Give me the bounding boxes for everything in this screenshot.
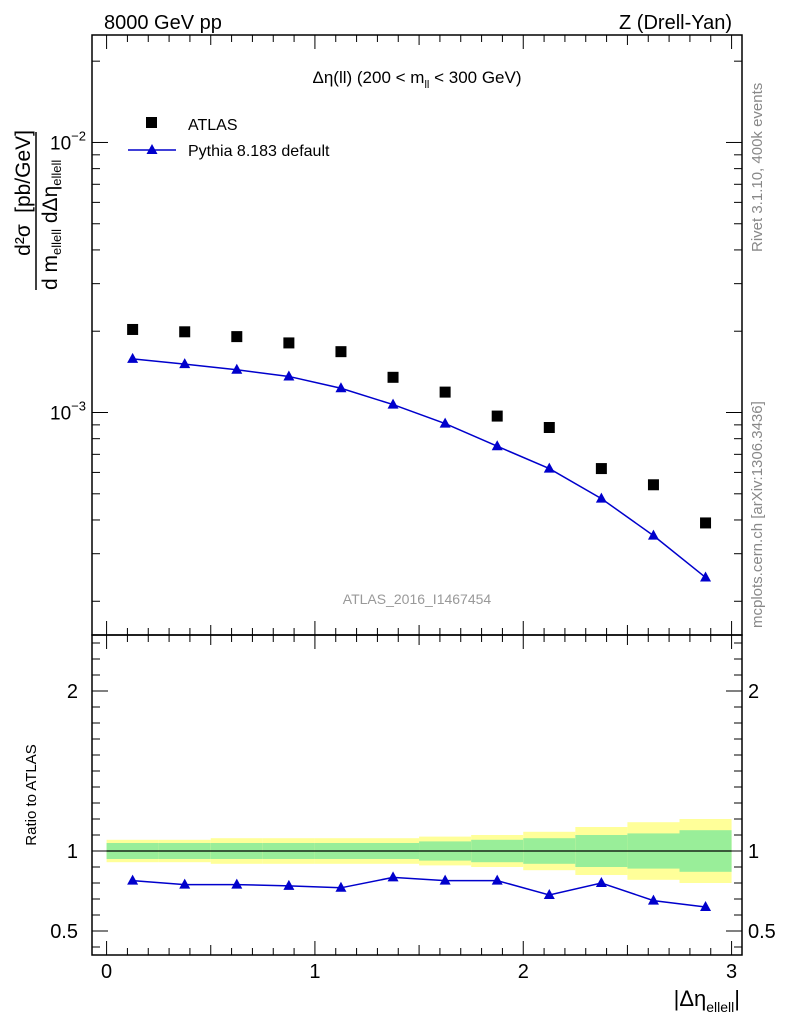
main-mc-point bbox=[700, 571, 712, 582]
main-mc-line bbox=[132, 358, 707, 579]
main-data-point bbox=[439, 386, 451, 398]
main-y-axis-label: [pb/GeV] d²σ d mellell dΔηellell bbox=[12, 130, 64, 290]
main-data-point bbox=[700, 517, 712, 529]
ratio-mc-point bbox=[700, 901, 712, 911]
main-ytick-label: 10−2 bbox=[50, 128, 86, 154]
main-data-point bbox=[491, 410, 503, 422]
main-mc-point bbox=[439, 417, 451, 428]
ratio-xtick-label: 0 bbox=[101, 961, 112, 983]
ratio-ytick-label-right: 0.5 bbox=[748, 921, 776, 943]
mcplots-label: mcplots.cern.ch [arXiv:1306.3436] bbox=[749, 401, 766, 628]
ratio-y-axis-label: Ratio to ATLAS bbox=[23, 744, 40, 845]
ratio-mc-point bbox=[283, 879, 295, 890]
main-mc-point bbox=[127, 352, 139, 363]
ratio-xtick-labels: 0 1 2 3 bbox=[101, 961, 737, 983]
ratio-mc-point bbox=[335, 881, 347, 892]
ratio-mc-point bbox=[439, 874, 451, 885]
legend: ATLAS Pythia 8.183 default bbox=[128, 117, 330, 160]
main-mc-point bbox=[647, 529, 659, 540]
main-ytick-labels: 10−3 10−2 bbox=[50, 128, 86, 424]
main-ytick-label: 10−3 bbox=[50, 399, 86, 425]
ratio-ytick-label-left: 2 bbox=[67, 681, 78, 703]
rivet-label: Rivet 3.1.10, 400k events bbox=[749, 83, 766, 252]
ratio-ytick-label-left: 1 bbox=[67, 841, 78, 863]
ratio-mc-point bbox=[179, 878, 191, 889]
main-y-denominator: d mellell dΔηellell bbox=[39, 160, 64, 290]
main-mc-series bbox=[127, 352, 712, 582]
main-data-point bbox=[127, 323, 139, 335]
legend-label-pythia: Pythia 8.183 default bbox=[188, 143, 330, 160]
main-data-point bbox=[647, 479, 659, 491]
main-panel: 10−3 10−2 Δη(ll) (200 < mll < 300 GeV) AT… bbox=[50, 34, 743, 636]
legend-marker-atlas bbox=[146, 117, 157, 128]
ratio-mc-series bbox=[127, 871, 712, 911]
main-mc-point bbox=[387, 398, 399, 409]
ratio-ytick-label-left: 0.5 bbox=[50, 921, 78, 943]
ratio-ytick-label-right: 1 bbox=[748, 841, 759, 863]
ratio-xtick-label: 1 bbox=[309, 961, 320, 983]
main-data-series bbox=[127, 323, 712, 529]
header-left-label: 8000 GeV pp bbox=[104, 12, 222, 34]
main-mc-point bbox=[595, 492, 607, 503]
legend-marker-pythia bbox=[146, 144, 158, 154]
main-y-numerator: d²σ bbox=[12, 224, 35, 256]
main-mc-point bbox=[283, 370, 295, 381]
ratio-mc-point bbox=[231, 878, 243, 889]
header-right-label: Z (Drell-Yan) bbox=[619, 12, 732, 34]
ratio-xtick-label: 3 bbox=[726, 961, 737, 983]
legend-label-atlas: ATLAS bbox=[188, 117, 238, 134]
x-axis-label: |Δηellell| bbox=[674, 986, 740, 1015]
main-mc-point bbox=[179, 358, 191, 369]
main-y-unit: [pb/GeV] bbox=[12, 130, 35, 213]
main-data-point bbox=[335, 346, 347, 358]
ratio-mc-line bbox=[132, 876, 706, 908]
analysis-watermark: ATLAS_2016_I1467454 bbox=[343, 591, 492, 607]
ratio-xtick-label: 2 bbox=[518, 961, 529, 983]
ratio-mc-point bbox=[387, 871, 399, 882]
main-mc-point bbox=[491, 440, 503, 451]
main-title: Δη(ll) (200 < mll < 300 GeV) bbox=[312, 68, 521, 91]
ratio-ticks bbox=[92, 635, 742, 955]
main-data-point bbox=[283, 337, 295, 349]
main-data-point bbox=[387, 371, 399, 383]
main-ticks bbox=[92, 35, 742, 635]
ratio-mc-point bbox=[491, 874, 503, 885]
main-mc-point bbox=[335, 382, 347, 393]
main-data-point bbox=[543, 421, 555, 433]
ratio-ytick-labels: 0.5 0.5 1 1 2 2 bbox=[50, 681, 776, 943]
ratio-panel: 0.5 0.5 1 1 2 2 0 1 2 3 Ratio to ATLAS |Δηellell… bbox=[23, 634, 776, 1015]
ratio-ytick-label-right: 2 bbox=[748, 681, 759, 703]
main-mc-point bbox=[231, 363, 243, 374]
ratio-mc-point bbox=[127, 874, 139, 885]
main-data-point bbox=[179, 326, 191, 338]
main-mc-point bbox=[543, 462, 555, 473]
ratio-mc-point bbox=[647, 894, 659, 905]
ratio-frame bbox=[91, 634, 743, 956]
ratio-mc-point bbox=[543, 889, 555, 899]
main-data-point bbox=[231, 331, 243, 343]
main-data-point bbox=[595, 463, 607, 475]
ratio-mc-point bbox=[595, 877, 607, 887]
